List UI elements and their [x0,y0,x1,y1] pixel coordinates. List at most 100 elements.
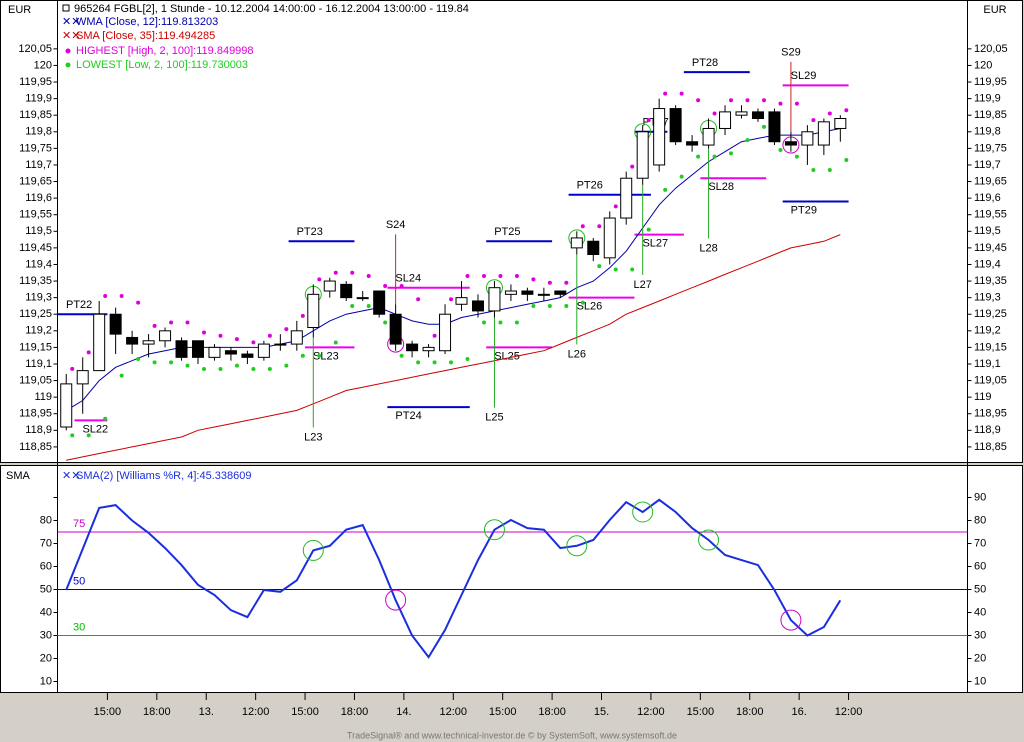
y-tick-label: 119,25 [19,308,52,320]
candle-body [570,237,583,249]
y-tick-label: 40 [40,606,52,618]
indicator-dot [333,270,338,275]
candle-body [356,297,369,300]
y-tick-label: 119,55 [974,209,1007,221]
candle-body [175,340,188,358]
candle-body [702,127,715,146]
candle-body [439,313,452,352]
candle-body [554,290,567,295]
level-label: PT26 [577,180,603,192]
candle-body [208,346,221,358]
indicator-dot [383,284,388,289]
legend-entry: LOWEST [Low, 2, 100]:119.730003 [76,59,248,71]
y-tick-label: 70 [40,537,52,549]
candle-body [784,141,797,146]
indicator-dot [564,303,569,308]
indicator-dot [465,357,470,362]
y-tick-label: 119,6 [25,192,52,204]
signal-label: L25 [485,411,503,423]
indicator-dot [761,98,766,103]
indicator-dot [696,98,701,103]
candle-body [76,370,89,385]
y-tick-label: 120,05 [974,43,1008,55]
candle-body [60,383,73,428]
indicator-dot [251,366,256,371]
signal-label: L26 [568,348,586,360]
indicator-dot [761,124,766,129]
legend-entry: SMA(2) [Williams %R, 4]:45.338609 [76,470,251,482]
indicator-dot [251,340,256,345]
y-tick-label: 119,75 [19,142,52,154]
y-tick-label: 119,85 [19,109,52,121]
indicator-dot [86,433,91,438]
indicator-dot [350,270,355,275]
indicator-dot [844,108,849,113]
indicator-dot [218,333,223,338]
indicator-dot [729,98,734,103]
indicator-dot [432,360,437,365]
indicator-dot [169,360,174,365]
candle-body [109,313,122,335]
y-tick-label: 50 [974,583,986,595]
signal-circle [566,535,588,557]
y-tick-label: 120,05 [18,43,52,55]
indicator-dot [613,204,618,209]
x-tick-label: 18:00 [736,706,764,718]
y-tick-label: 119,5 [974,225,1001,237]
indicator-dot [745,138,750,143]
y-tick-label: 10 [974,675,986,687]
indicator-dot [811,167,816,172]
indicator-dot [201,330,206,335]
indicator-dot [547,280,552,285]
y-tick-label: 119,05 [19,374,52,386]
indicator-dot [350,303,355,308]
indicator-dot [119,293,124,298]
legend-icon: ✕✕ [62,30,80,42]
indicator-dot [531,277,536,282]
indicator-dot [119,373,124,378]
candle-body [471,300,484,312]
y-tick-label: 119,8 [25,126,52,138]
indicator-dot [597,224,602,229]
candle-body [620,177,633,219]
y-tick-label: 119,3 [974,292,1001,304]
x-tick-label: 18:00 [538,706,566,718]
chart-title: 965264 FGBL[2], 1 Stunde - 10.12.2004 14… [74,3,469,15]
candle-body [323,280,336,292]
y-tick-label: 119,25 [974,308,1007,320]
indicator-dot [103,416,108,421]
legend-icon [65,48,71,54]
indicator-dot [630,164,635,169]
indicator-dot [547,303,552,308]
indicator-dot [284,327,289,332]
level-label: SL27 [642,238,668,250]
x-tick-label: 12:00 [242,706,270,718]
y-tick-label: 120 [34,59,52,71]
indicator-dot [646,118,651,123]
candle-body [669,108,682,143]
level-label: PT22 [66,299,92,311]
candle-body [735,111,748,116]
y-tick-label: 119,2 [974,325,1001,337]
y-tick-label: 119,4 [25,258,52,270]
indicator-dot [580,224,585,229]
indicator-dot [580,300,585,305]
indicator-dot [218,366,223,371]
candle-body [307,293,320,328]
indicator-dot [300,313,305,318]
y-tick-label: 118,85 [19,441,52,453]
candle-body [241,353,254,358]
indicator-dot [103,293,108,298]
y-tick-label: 119 [974,391,992,403]
indicator-dot [201,366,206,371]
indicator-dot [663,91,668,96]
y-tick-label: 40 [974,606,986,618]
y-tick-label: 119,8 [974,126,1001,138]
level-label: 75 [73,518,85,530]
y-tick-label: 119,55 [19,209,52,221]
indicator-dot [416,297,421,302]
price-panel [0,0,1023,463]
indicator-dot [597,264,602,269]
indicator-dot [70,433,75,438]
indicator-dot [449,297,454,302]
